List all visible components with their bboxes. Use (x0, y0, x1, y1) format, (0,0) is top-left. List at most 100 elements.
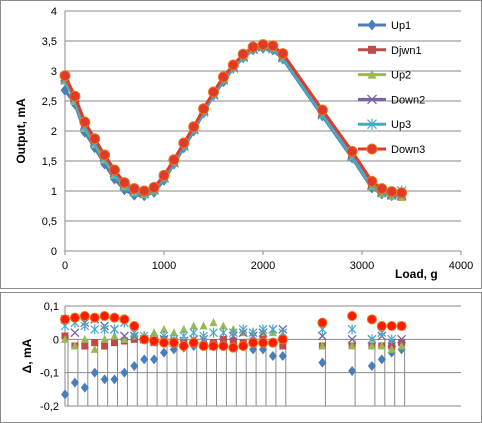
data-point (158, 169, 170, 181)
data-point (217, 71, 229, 83)
output-vs-load-chart: 0 0,5 1 1,5 2 2,5 3 3,5 4 0 1000 2000 3000 4000 Output… (14, 6, 473, 281)
data-point (109, 164, 120, 176)
data-point (99, 149, 111, 161)
data-point (60, 314, 70, 325)
data-point (219, 321, 228, 330)
y-axis-title: Δ, mA (20, 338, 34, 373)
legend-marker (367, 19, 377, 31)
y-tick-label: 2 (51, 126, 57, 138)
data-point (238, 341, 249, 351)
data-point (128, 183, 140, 195)
delta-chart-panel: 0,1 0 -0,1 -0,2 Δ, mA (0, 292, 482, 423)
data-point (118, 177, 130, 189)
legend-label-djwn1: Djwn1 (391, 45, 422, 57)
data-point (317, 331, 327, 341)
data-point (129, 321, 140, 331)
data-point (228, 342, 239, 353)
x-tick-label: 0 (62, 260, 68, 272)
y-tick-label: 4 (51, 6, 57, 18)
data-point (268, 324, 278, 335)
data-point (150, 328, 159, 337)
series-down3 (59, 39, 408, 199)
data-point (80, 334, 89, 343)
data-point (110, 374, 119, 385)
data-point (100, 324, 110, 335)
data-point (198, 103, 210, 115)
y-tick-label: -0,1 (40, 368, 59, 380)
data-point (377, 341, 386, 350)
legend-marker (366, 143, 378, 155)
data-point (238, 324, 248, 335)
data-point (208, 86, 219, 98)
data-point (140, 354, 149, 365)
data-point (188, 121, 200, 133)
data-point (348, 366, 357, 376)
data-point (100, 374, 109, 385)
data-point (208, 341, 219, 351)
data-point (149, 336, 160, 346)
data-point (227, 59, 239, 71)
data-point (159, 337, 169, 348)
data-point (387, 344, 396, 353)
data-point (179, 324, 188, 333)
data-point (70, 377, 79, 388)
data-point (101, 342, 109, 350)
data-point (130, 361, 139, 371)
data-point (120, 367, 129, 378)
data-point (367, 341, 376, 350)
legend-marker (367, 94, 377, 105)
data-point (168, 337, 179, 348)
data-point (318, 357, 327, 368)
data-point (348, 341, 357, 350)
y-axis-title: Output, mA (14, 98, 28, 164)
data-point (268, 351, 277, 361)
data-point (80, 321, 90, 331)
legend-label-up1: Up1 (391, 20, 411, 32)
data-point (218, 341, 229, 351)
data-point (119, 331, 129, 341)
delta-series-down3 (60, 311, 407, 353)
data-point (397, 341, 406, 350)
data-point (178, 137, 190, 149)
data-point (199, 321, 208, 330)
data-point (386, 186, 398, 198)
data-point (69, 90, 81, 102)
data-point (150, 354, 159, 365)
data-point (91, 339, 99, 347)
y-tick-label: 3,5 (42, 36, 57, 48)
data-point (257, 39, 269, 51)
data-point (367, 334, 377, 345)
y-tick-label: 3 (51, 66, 57, 78)
data-point (160, 347, 168, 358)
data-point (346, 145, 358, 157)
legend-label-down2: Down2 (391, 94, 425, 106)
x-tick-label: 2000 (251, 260, 275, 272)
data-point (387, 334, 397, 345)
data-point (347, 324, 357, 335)
legend-label-down3: Down3 (391, 144, 425, 156)
data-point (100, 334, 109, 343)
data-point (258, 324, 268, 335)
data-point (61, 389, 69, 400)
data-point (267, 337, 278, 348)
data-point (367, 361, 376, 371)
data-point (347, 334, 357, 344)
data-point (109, 312, 120, 323)
data-point (199, 331, 209, 341)
data-point (138, 185, 150, 197)
data-point (248, 337, 259, 348)
data-point (248, 327, 258, 338)
data-point (148, 181, 160, 193)
data-point (366, 314, 377, 325)
data-point (188, 337, 199, 348)
data-point (90, 324, 100, 335)
data-point (120, 334, 129, 343)
data-point (316, 104, 328, 116)
data-point (278, 351, 287, 361)
data-point (179, 331, 189, 341)
data-point (376, 321, 387, 331)
data-point (69, 312, 80, 323)
data-point (396, 321, 407, 331)
data-point (160, 324, 168, 333)
data-point (209, 318, 218, 327)
